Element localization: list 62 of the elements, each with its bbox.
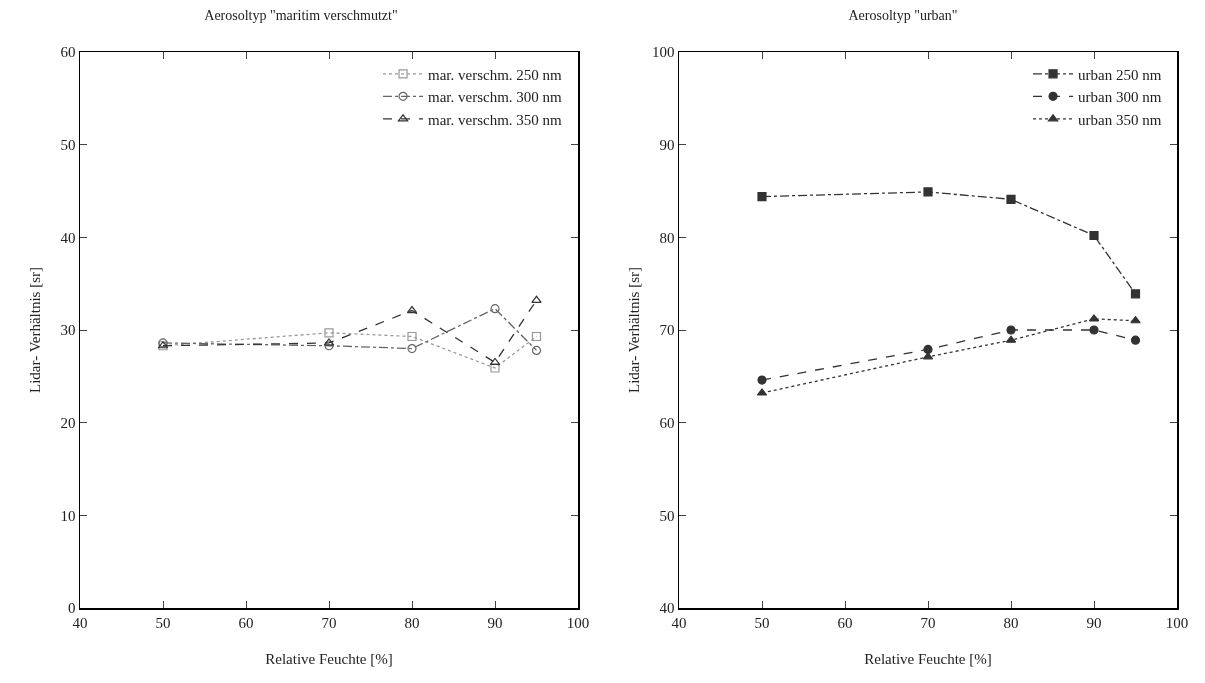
point — [531, 295, 542, 303]
point — [324, 328, 334, 338]
point — [923, 344, 933, 355]
point — [407, 343, 417, 354]
y-tick-label: 50 — [659, 507, 675, 524]
x-tick-label: 60 — [837, 614, 853, 631]
legend-label: urban 300 nm — [1078, 89, 1162, 106]
point — [757, 191, 767, 202]
x-tick-label: 70 — [920, 614, 936, 631]
x-tick-label: 70 — [321, 614, 337, 631]
point — [1130, 335, 1141, 345]
point — [531, 331, 542, 342]
chart-title: Aerosoltyp "urban" — [848, 8, 958, 24]
point — [490, 363, 500, 373]
point — [923, 187, 933, 197]
point — [406, 305, 418, 314]
y-axis-title: Lidar- Verhältnis [sr] — [26, 266, 43, 394]
point — [1006, 325, 1016, 335]
x-tick-label: 60 — [238, 614, 254, 631]
y-tick-label: 80 — [659, 229, 675, 246]
x-axis-title: Relative Feuchte [%] — [265, 650, 393, 667]
x-tick-label: 50 — [754, 614, 770, 631]
legend-label: mar. verschm. 300 nm — [428, 89, 563, 106]
x-axis-title: Relative Feuchte [%] — [864, 650, 992, 667]
x-tick-label: 80 — [1003, 614, 1019, 631]
point — [1089, 230, 1099, 241]
point — [489, 357, 501, 366]
point — [407, 331, 417, 342]
y-axis-title: Lidar- Verhältnis [sr] — [625, 266, 642, 394]
legend-label: urban 350 nm — [1078, 111, 1162, 128]
y-tick-label: 40 — [659, 600, 675, 617]
x-tick-label: 50 — [155, 614, 171, 631]
point — [324, 341, 334, 351]
legend-label: urban 250 nm — [1078, 66, 1162, 83]
y-tick-label: 30 — [60, 322, 76, 339]
x-tick-label: 100 — [1165, 614, 1189, 631]
y-tick-label: 100 — [652, 44, 675, 61]
legend-label: mar. verschm. 250 nm — [428, 66, 563, 83]
x-tick-label: 40 — [671, 614, 687, 631]
point — [1006, 194, 1016, 204]
point — [1089, 325, 1099, 335]
legend-label: mar. verschm. 350 nm — [428, 111, 563, 128]
x-tick-label: 80 — [404, 614, 420, 631]
x-tick-label: 100 — [566, 614, 590, 631]
y-tick-label: 50 — [60, 136, 76, 153]
x-tick-label: 90 — [487, 614, 503, 631]
x-tick-label: 40 — [72, 614, 88, 631]
y-tick-label: 90 — [659, 136, 675, 153]
y-tick-label: 60 — [659, 414, 675, 431]
y-tick-label: 70 — [659, 322, 675, 339]
y-tick-label: 60 — [60, 44, 76, 61]
point — [531, 345, 542, 355]
point — [757, 375, 767, 385]
chart-title: Aerosoltyp "maritim verschmutzt" — [204, 8, 398, 24]
y-tick-label: 20 — [60, 414, 76, 431]
point — [490, 304, 500, 314]
y-tick-label: 0 — [68, 600, 76, 617]
x-tick-label: 90 — [1086, 614, 1102, 631]
y-tick-label: 40 — [60, 229, 76, 246]
point — [1130, 289, 1141, 299]
y-tick-label: 10 — [60, 507, 76, 524]
point — [1130, 316, 1141, 324]
